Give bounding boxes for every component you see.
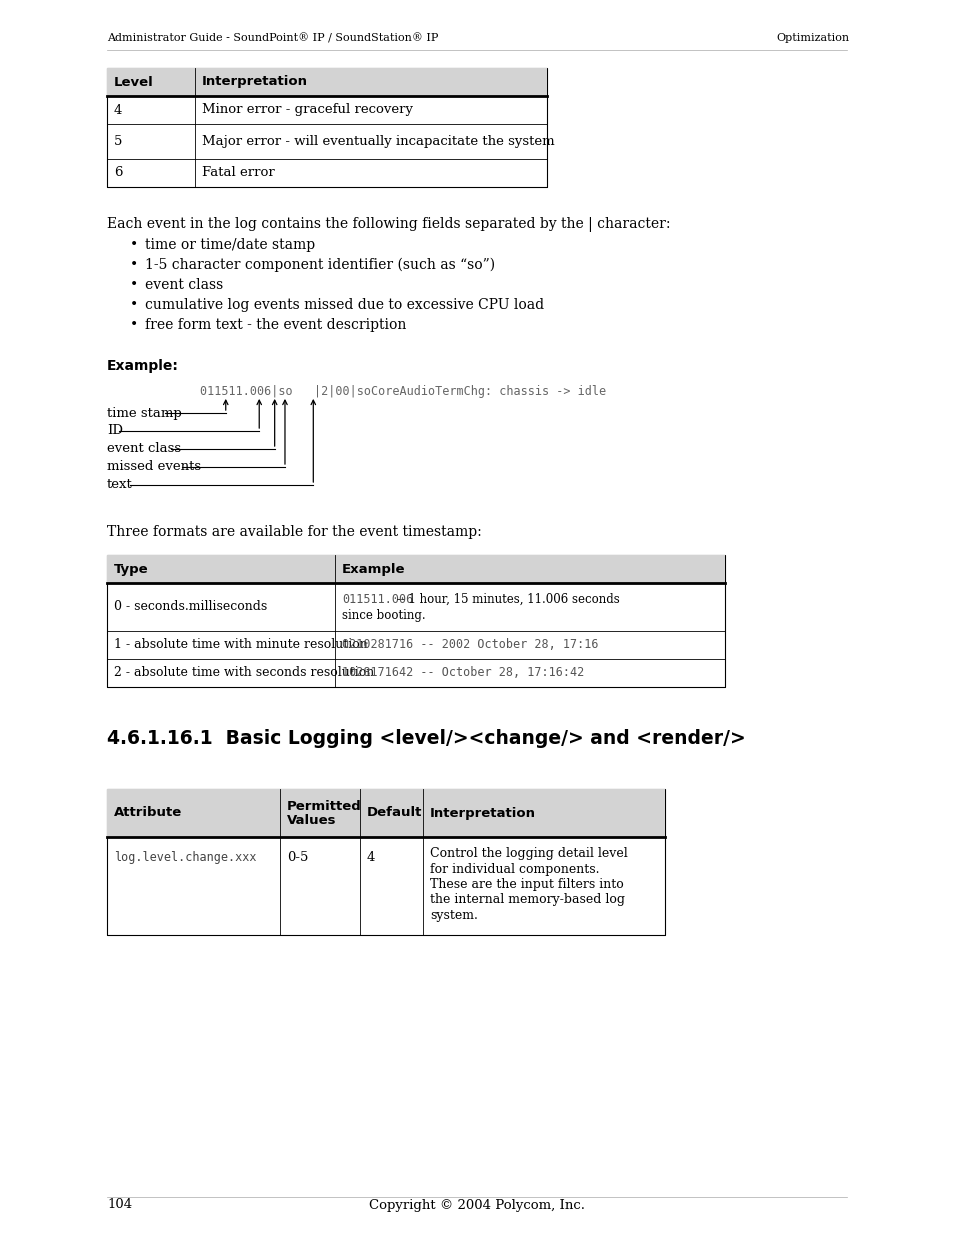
Text: Optimization: Optimization (776, 33, 849, 43)
Text: Three formats are available for the event timestamp:: Three formats are available for the even… (107, 525, 481, 538)
Text: Permitted: Permitted (287, 800, 361, 814)
Text: Copyright © 2004 Polycom, Inc.: Copyright © 2004 Polycom, Inc. (369, 1198, 584, 1212)
Text: Interpretation: Interpretation (430, 806, 536, 820)
Text: text: text (107, 478, 132, 492)
Text: -- 1 hour, 15 minutes, 11.006 seconds: -- 1 hour, 15 minutes, 11.006 seconds (393, 593, 619, 606)
Text: Major error - will eventually incapacitate the system: Major error - will eventually incapacita… (202, 135, 554, 148)
Text: log.level.change.xxx: log.level.change.xxx (113, 851, 256, 864)
Text: event class: event class (107, 442, 181, 456)
Text: 011511.006: 011511.006 (341, 593, 413, 606)
Text: Control the logging detail level: Control the logging detail level (430, 847, 627, 860)
Bar (107, 555, 724, 583)
Text: Fatal error: Fatal error (202, 167, 274, 179)
Text: Minor error - graceful recovery: Minor error - graceful recovery (202, 104, 413, 116)
Text: the internal memory-based log: the internal memory-based log (430, 893, 624, 906)
Text: time or time/date stamp: time or time/date stamp (145, 238, 314, 252)
Text: •: • (130, 238, 138, 252)
Text: These are the input filters into: These are the input filters into (430, 878, 623, 890)
Text: ID: ID (107, 425, 123, 437)
Text: 6: 6 (113, 167, 122, 179)
Text: for individual components.: for individual components. (430, 862, 598, 876)
Text: 0210281716 -- 2002 October 28, 17:16: 0210281716 -- 2002 October 28, 17:16 (341, 638, 598, 652)
Text: 2 - absolute time with seconds resolution: 2 - absolute time with seconds resolutio… (113, 667, 374, 679)
Text: cumulative log events missed due to excessive CPU load: cumulative log events missed due to exce… (145, 298, 543, 312)
Text: Interpretation: Interpretation (202, 75, 308, 89)
Text: 1-5 character component identifier (such as “so”): 1-5 character component identifier (such… (145, 258, 495, 273)
Text: Administrator Guide - SoundPoint® IP / SoundStation® IP: Administrator Guide - SoundPoint® IP / S… (107, 33, 438, 43)
Text: 011511.006|so   |2|00|soCoreAudioTermChg: chassis -> idle: 011511.006|so |2|00|soCoreAudioTermChg: … (200, 385, 605, 398)
Bar (107, 555, 724, 687)
Text: Attribute: Attribute (113, 806, 182, 820)
Bar (107, 68, 546, 96)
Bar (107, 789, 664, 837)
Text: 104: 104 (107, 1198, 132, 1212)
Text: Type: Type (113, 562, 149, 576)
Text: free form text - the event description: free form text - the event description (145, 317, 406, 332)
Text: •: • (130, 317, 138, 332)
Text: time stamp: time stamp (107, 406, 182, 420)
Text: •: • (130, 258, 138, 272)
Text: Example:: Example: (107, 359, 179, 373)
Text: Values: Values (287, 815, 336, 827)
Text: missed events: missed events (107, 461, 201, 473)
Text: 1 - absolute time with minute resolution: 1 - absolute time with minute resolution (113, 638, 367, 652)
Text: 0 - seconds.milliseconds: 0 - seconds.milliseconds (113, 600, 267, 614)
Text: Default: Default (367, 806, 422, 820)
Text: 0-5: 0-5 (287, 851, 308, 864)
Text: •: • (130, 278, 138, 291)
Bar (107, 789, 664, 935)
Text: system.: system. (430, 909, 477, 923)
Text: 4.6.1.16.1  Basic Logging <level/><change/> and <render/>: 4.6.1.16.1 Basic Logging <level/><change… (107, 729, 745, 748)
Text: 1028171642 -- October 28, 17:16:42: 1028171642 -- October 28, 17:16:42 (341, 667, 583, 679)
Text: •: • (130, 298, 138, 312)
Bar (107, 68, 546, 186)
Text: 5: 5 (113, 135, 122, 148)
Text: event class: event class (145, 278, 223, 291)
Text: Example: Example (341, 562, 405, 576)
Text: Each event in the log contains the following fields separated by the | character: Each event in the log contains the follo… (107, 217, 670, 232)
Text: since booting.: since booting. (341, 609, 425, 622)
Text: 4: 4 (113, 104, 122, 116)
Text: 4: 4 (367, 851, 375, 864)
Text: Level: Level (113, 75, 153, 89)
